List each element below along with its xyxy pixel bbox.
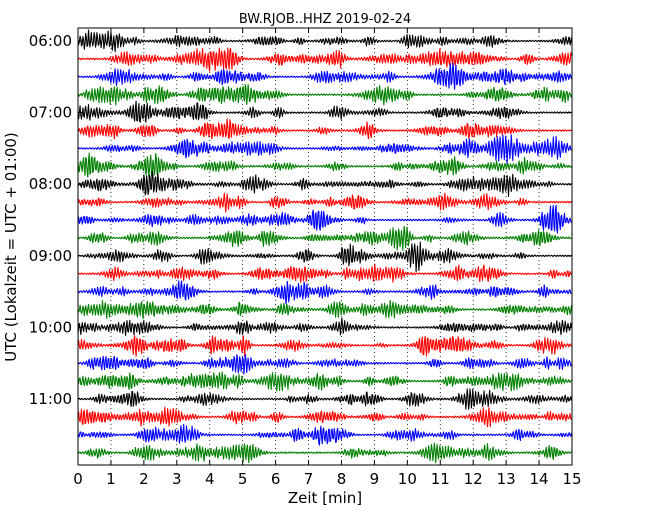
seismogram-trace — [77, 47, 573, 72]
grid-lines — [110, 28, 540, 465]
seismogram-trace — [77, 204, 572, 234]
seismogram-trace — [77, 62, 573, 90]
x-tick-label: 15 — [562, 470, 581, 488]
x-tick-label: 6 — [271, 470, 281, 488]
x-tick-label: 5 — [238, 470, 248, 488]
seismogram-trace — [77, 371, 572, 392]
seismogram-trace — [77, 83, 573, 106]
x-tick-label: 13 — [497, 470, 516, 488]
seismogram-trace — [77, 263, 572, 283]
x-tick-label: 8 — [337, 470, 347, 488]
seismogram-trace — [77, 241, 572, 273]
seismogram-trace — [77, 192, 572, 213]
x-tick-label: 14 — [530, 470, 549, 488]
x-tick-label: 11 — [431, 470, 450, 488]
x-tick-label: 7 — [304, 470, 314, 488]
x-tick-label: 2 — [139, 470, 149, 488]
seismogram-trace — [77, 442, 572, 464]
seismogram-trace — [77, 118, 572, 140]
seismogram-trace — [77, 152, 572, 178]
x-tick-label: 9 — [370, 470, 380, 488]
x-tick-label: 1 — [106, 470, 116, 488]
seismogram-trace — [77, 317, 573, 336]
traces — [77, 29, 573, 464]
y-tick-label: 06:00 — [29, 32, 72, 50]
seismogram-trace — [77, 134, 572, 164]
y-tick-label: 08:00 — [29, 175, 72, 193]
seismogram-trace — [77, 170, 572, 197]
x-tick-label: 0 — [73, 470, 83, 488]
x-tick-label: 12 — [464, 470, 483, 488]
seismogram-trace — [77, 423, 573, 446]
seismogram-trace — [77, 299, 573, 320]
y-axis-ticks: 06:00 07:00 08:00 09:00 10:00 11:00 — [29, 32, 572, 408]
chart-title: BW.RJOB..HHZ 2019-02-24 — [239, 12, 411, 27]
x-tick-label: 3 — [172, 470, 182, 488]
seismogram-trace — [77, 225, 572, 251]
seismogram-trace — [77, 406, 572, 428]
y-tick-label: 10:00 — [29, 318, 72, 336]
seismogram-trace — [77, 388, 573, 410]
x-tick-label: 10 — [398, 470, 417, 488]
y-tick-label: 07:00 — [29, 104, 72, 122]
y-tick-label: 11:00 — [29, 390, 72, 408]
y-axis-label: UTC (Lokalzeit = UTC + 01:00) — [2, 132, 20, 362]
x-tick-label: 4 — [205, 470, 215, 488]
seismogram-trace — [77, 280, 572, 305]
x-axis-label: Zeit [min] — [288, 489, 362, 507]
y-tick-label: 09:00 — [29, 247, 72, 265]
seismogram-trace — [77, 353, 573, 375]
plot-area-frame — [77, 27, 573, 466]
x-axis-ticks: 0 1 2 3 4 5 6 7 8 9 10 11 12 13 14 15 — [73, 28, 582, 488]
seismogram-trace — [77, 335, 572, 358]
seismogram-trace — [77, 29, 573, 53]
seismogram-trace — [77, 100, 572, 123]
